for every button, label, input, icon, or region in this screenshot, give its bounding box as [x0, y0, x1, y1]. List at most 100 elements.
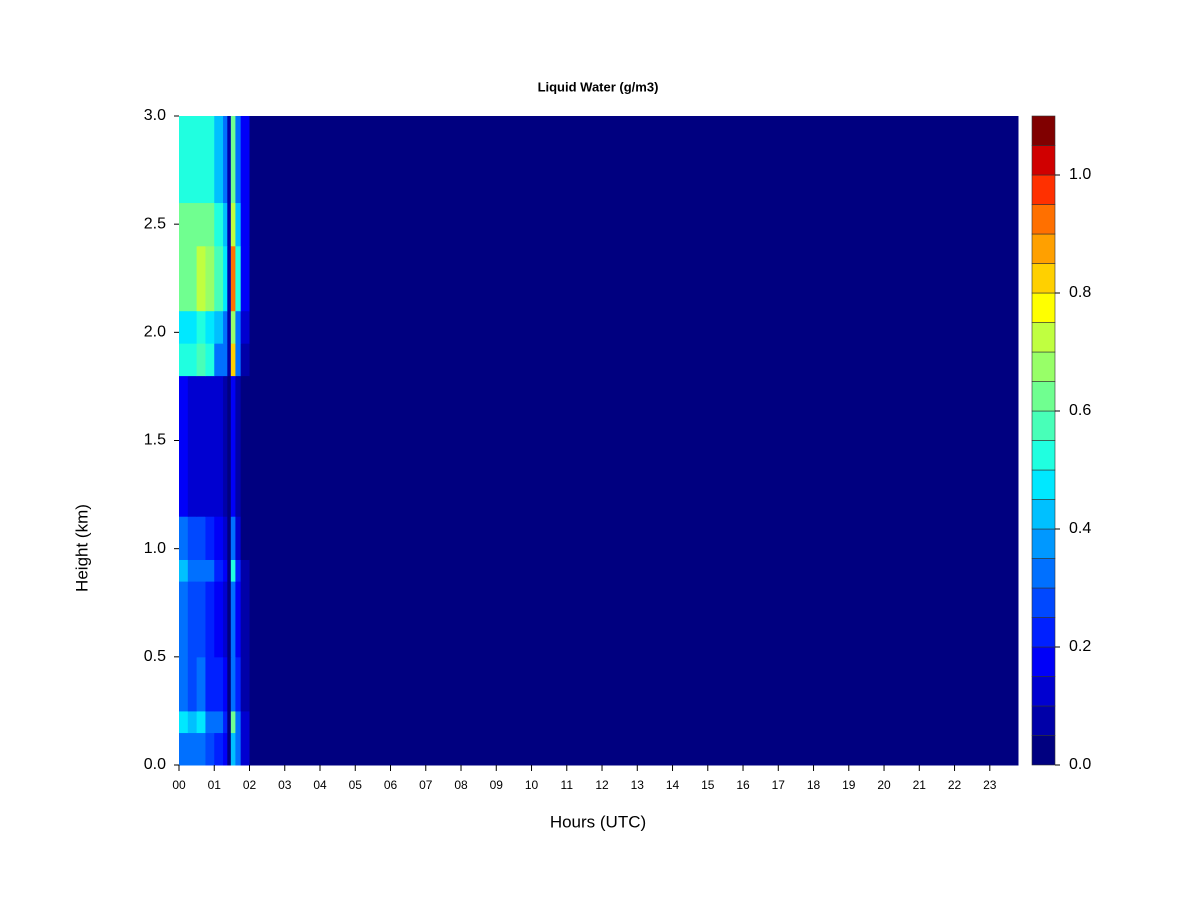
heatmap-cell — [235, 202, 242, 247]
colorbar-tick-label: 0.8 — [1069, 284, 1091, 301]
heatmap-cell — [179, 202, 189, 247]
colorbar-segment — [1031, 705, 1056, 736]
heatmap-cell — [214, 343, 224, 377]
heatmap-cell — [179, 732, 189, 766]
heatmap-cell — [205, 245, 215, 312]
colorbar-segment — [1031, 174, 1056, 205]
x-tick-label: 13 — [631, 778, 645, 792]
heatmap-cell — [240, 656, 251, 712]
heatmap-cell — [223, 581, 228, 658]
x-tick-label: 18 — [807, 778, 821, 792]
heatmap-cell — [235, 710, 242, 734]
heatmap-cell — [230, 656, 236, 712]
chart-title: Liquid Water (g/m3) — [538, 79, 659, 94]
heatmap-cell — [205, 732, 215, 766]
x-tick-label: 03 — [278, 778, 292, 792]
heatmap-cell — [230, 310, 236, 344]
colorbar-segment — [1031, 292, 1056, 323]
y-tick-label: 1.5 — [144, 432, 166, 449]
heatmap-cell — [227, 375, 232, 517]
colorbar-segment — [1031, 587, 1056, 618]
heatmap-cell — [230, 732, 236, 766]
y-tick-label: 0.0 — [144, 756, 166, 773]
heatmap-cell — [187, 202, 198, 247]
heatmap-cell — [249, 375, 293, 517]
heatmap-cell — [187, 310, 198, 344]
heatmap-cell — [230, 375, 236, 517]
heatmap-cell — [223, 732, 228, 766]
heatmap-cell — [240, 559, 251, 582]
y-tick-label: 0.5 — [144, 648, 166, 665]
heatmap-cell — [205, 710, 215, 734]
heatmap-cell — [249, 202, 293, 247]
x-tick-label: 01 — [208, 778, 222, 792]
heatmap-cell — [214, 516, 224, 560]
colorbar-segment — [1031, 558, 1056, 589]
heatmap-cell — [230, 343, 236, 377]
heatmap-cell — [291, 375, 1019, 517]
heatmap-cell — [240, 581, 251, 658]
heatmap-cell — [196, 245, 206, 312]
heatmap-cell — [187, 732, 198, 766]
heatmap-cell — [223, 202, 228, 247]
heatmap-cell — [291, 516, 1019, 560]
heatmap-cell — [223, 516, 228, 560]
heatmap-cell — [230, 245, 236, 312]
heatmap-cell — [196, 581, 206, 658]
heatmap-cell — [205, 375, 215, 517]
heatmap-cell — [227, 710, 232, 734]
colorbar-segment — [1031, 233, 1056, 264]
heatmap-cell — [187, 581, 198, 658]
heatmap-cell — [179, 310, 189, 344]
heatmap-cell — [227, 559, 232, 582]
heatmap-cell — [196, 710, 206, 734]
heatmap-cell — [235, 516, 242, 560]
colorbar-segment — [1031, 145, 1056, 176]
heatmap-cell — [214, 656, 224, 712]
x-tick-label: 23 — [983, 778, 997, 792]
heatmap-cell — [179, 116, 189, 204]
x-tick-label: 09 — [490, 778, 504, 792]
x-tick-label: 07 — [419, 778, 433, 792]
heatmap-cell — [187, 375, 198, 517]
heatmap-cell — [291, 732, 1019, 766]
heatmap-cell — [214, 732, 224, 766]
heatmap-cell — [223, 559, 228, 582]
heatmap-cell — [230, 516, 236, 560]
heatmap-cell — [179, 559, 189, 582]
heatmap-cell — [240, 710, 251, 734]
x-tick-label: 16 — [736, 778, 750, 792]
y-axis-label: Height (km) — [72, 504, 91, 592]
colorbar-segment — [1031, 646, 1056, 677]
heatmap-cell — [249, 116, 293, 204]
heatmap-cell — [249, 581, 293, 658]
x-tick-label: 00 — [172, 778, 186, 792]
heatmap — [179, 116, 1019, 766]
heatmap-cell — [196, 202, 206, 247]
heatmap-cell — [223, 310, 228, 344]
heatmap-cell — [291, 581, 1019, 658]
x-tick-label: 17 — [772, 778, 786, 792]
heatmap-cell — [249, 516, 293, 560]
heatmap-cell — [196, 559, 206, 582]
heatmap-cell — [240, 116, 251, 204]
heatmap-cell — [179, 343, 189, 377]
heatmap-cell — [205, 516, 215, 560]
colorbar-segment — [1031, 351, 1056, 382]
heatmap-cell — [235, 559, 242, 582]
heatmap-cell — [205, 581, 215, 658]
heatmap-cell — [214, 202, 224, 247]
colorbar-segment — [1031, 528, 1056, 559]
heatmap-cell — [179, 656, 189, 712]
colorbar-segment — [1031, 204, 1056, 235]
colorbar: 0.0 0.2 0.4 0.6 0.8 1.0 — [1031, 115, 1091, 773]
heatmap-cell — [214, 559, 224, 582]
heatmap-cell — [235, 581, 242, 658]
colorbar-segment — [1031, 735, 1056, 766]
heatmap-cell — [205, 310, 215, 344]
colorbar-segment — [1031, 440, 1056, 471]
heatmap-cell — [230, 559, 236, 582]
heatmap-cell — [223, 375, 228, 517]
heatmap-cell — [235, 245, 242, 312]
